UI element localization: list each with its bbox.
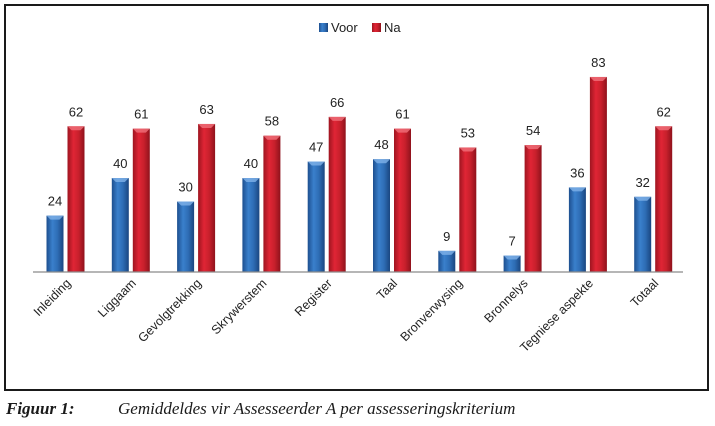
data-label-na: 61 <box>395 107 409 122</box>
bar-bevel <box>524 145 542 150</box>
bar-bevel <box>177 201 195 206</box>
bar-bevel <box>655 126 673 131</box>
data-label-na: 63 <box>199 102 213 117</box>
data-label-voor: 40 <box>113 156 127 171</box>
data-label-voor: 9 <box>443 229 450 244</box>
data-label-voor: 40 <box>244 156 258 171</box>
figure-caption: Figuur 1: Gemiddeldes vir Assesseerder A … <box>6 399 515 419</box>
bar-voor-bronverwysing <box>438 250 456 272</box>
caption-text: Gemiddeldes vir Assesseerder A per asses… <box>118 399 516 418</box>
data-label-voor: 24 <box>48 194 62 209</box>
legend-swatch-na <box>372 23 381 32</box>
bar-bevel <box>307 161 325 166</box>
bar-na-bronnelys <box>524 145 542 272</box>
bar-na-gevolgtrekking <box>198 123 216 272</box>
bar-bevel <box>589 76 607 81</box>
bar-voor-bronnelys <box>503 255 521 272</box>
data-label-na: 61 <box>134 107 148 122</box>
bar-bevel <box>111 178 129 182</box>
data-label-na: 62 <box>69 104 83 119</box>
bar-bevel <box>438 250 456 255</box>
x-tick-label: Totaal <box>628 276 661 309</box>
data-label-na: 54 <box>526 123 540 138</box>
bar-na-inleiding <box>67 126 85 272</box>
x-tick-label: Taal <box>374 276 400 302</box>
caption-label: Figuur 1: <box>6 399 75 418</box>
legend-swatch-voor <box>319 23 328 32</box>
bar-voor-inleiding <box>46 215 64 272</box>
bar-bevel <box>373 159 390 164</box>
bar-na-bronverwysing <box>459 147 477 272</box>
data-label-voor: 48 <box>374 137 388 152</box>
x-tick-label: Bronverwysing <box>398 276 466 344</box>
bar-voor-liggaam <box>111 178 129 272</box>
bar-voor-gevolgtrekking <box>177 201 195 272</box>
data-label-na: 58 <box>265 114 279 129</box>
x-tick-label: Tegniese aspekte <box>517 276 596 355</box>
bar-na-register <box>328 116 346 273</box>
legend: Voor Na <box>319 20 401 35</box>
bar-bevel <box>67 126 85 131</box>
x-tick-label: Skrywerstem <box>209 276 270 337</box>
data-label-voor: 7 <box>508 234 515 249</box>
bar-bevel <box>503 255 521 260</box>
x-tick-label: Liggaam <box>95 276 139 320</box>
data-label-voor: 32 <box>635 175 649 190</box>
bar-na-skrywerstem <box>263 135 281 272</box>
bar-voor-taal <box>373 159 390 272</box>
bar-bevel <box>394 128 411 133</box>
data-label-na: 53 <box>461 125 475 140</box>
bar-bevel <box>46 215 64 220</box>
bar-na-totaal <box>655 126 673 272</box>
bar-na-liggaam <box>132 128 150 272</box>
data-label-na: 62 <box>656 104 670 119</box>
x-tick-label: Register <box>292 276 335 319</box>
data-label-voor: 47 <box>309 140 323 155</box>
bar-bevel <box>328 116 346 121</box>
bar-voor-totaal <box>634 196 652 272</box>
x-tick-label: Bronnelys <box>482 276 531 325</box>
bar-bevel <box>132 128 150 133</box>
data-label-na: 66 <box>330 95 344 110</box>
x-tick-label: Inleiding <box>31 276 74 319</box>
bar-bevel <box>568 187 586 192</box>
bar-voor-register <box>307 161 325 272</box>
bar-voor-tegniese-aspekte <box>568 187 586 272</box>
data-label-voor: 30 <box>178 180 192 195</box>
legend-item-voor: Voor <box>319 20 358 35</box>
bar-bevel <box>263 135 281 140</box>
bar-na-tegniese-aspekte <box>589 76 607 272</box>
data-label-voor: 36 <box>570 165 584 180</box>
bar-bevel <box>198 123 216 128</box>
legend-label-voor: Voor <box>331 20 358 35</box>
legend-label-na: Na <box>384 20 401 35</box>
bar-voor-skrywerstem <box>242 178 260 272</box>
bar-na-taal <box>394 128 411 272</box>
bar-bevel <box>242 178 260 182</box>
bar-bevel <box>459 147 477 152</box>
data-label-na: 83 <box>591 55 605 70</box>
legend-item-na: Na <box>372 20 401 35</box>
bar-bevel <box>634 196 652 201</box>
x-tick-label: Gevolgtrekking <box>135 276 204 345</box>
